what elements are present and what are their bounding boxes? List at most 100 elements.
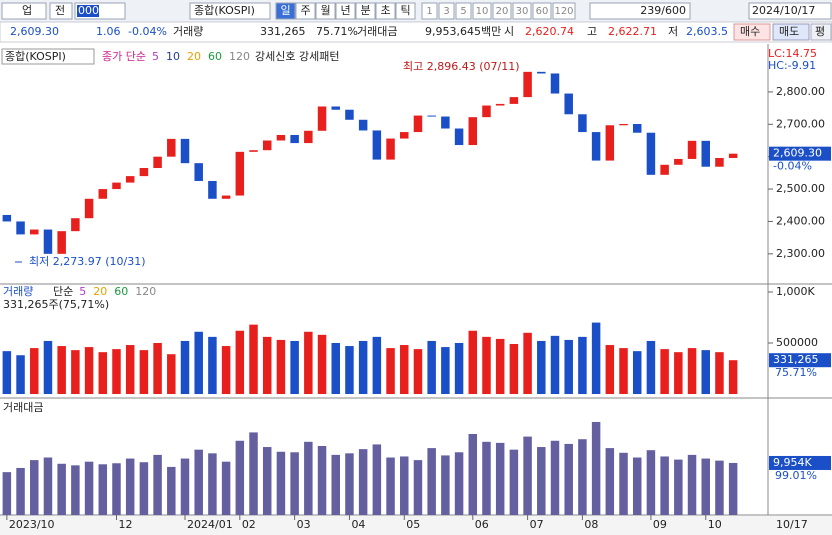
- amount-label: 거래대금: [357, 25, 397, 38]
- interval-button[interactable]: [492, 2, 512, 20]
- market: 업: [22, 4, 32, 17]
- amount-bar: [687, 454, 697, 515]
- candle: [57, 231, 66, 254]
- amount-bar: [153, 454, 162, 515]
- volume-bar: [660, 349, 669, 394]
- period-button[interactable]: [375, 2, 396, 20]
- interval-button[interactable]: [532, 2, 552, 20]
- hc: HC:-9.91: [768, 59, 816, 72]
- candle: [139, 168, 149, 177]
- interval-button[interactable]: [421, 2, 438, 20]
- volume-bar: [194, 331, 203, 394]
- candle: [715, 157, 724, 167]
- candle: [221, 195, 231, 199]
- amount-bar: [84, 461, 94, 515]
- candle: [235, 151, 245, 196]
- amount-bar: [509, 449, 519, 515]
- candle: [2, 214, 12, 222]
- market-select[interactable]: [1, 2, 47, 20]
- volume-bar: [523, 332, 532, 394]
- candle: [153, 156, 162, 169]
- mode-button[interactable]: [49, 2, 73, 20]
- interval-button[interactable]: [438, 2, 455, 20]
- amount-bar: [372, 444, 382, 515]
- avg-button[interactable]: [810, 23, 832, 41]
- x-tick-label: 04: [351, 518, 365, 531]
- candle: [345, 109, 354, 120]
- date-box[interactable]: [748, 2, 832, 20]
- legend-period: 20: [93, 285, 107, 298]
- candle: [509, 97, 519, 104]
- legend-period: 120: [135, 285, 156, 298]
- volume-bar: [57, 346, 66, 394]
- legend-title: 단순: [53, 285, 73, 298]
- volume-bar: [591, 322, 601, 394]
- count-box[interactable]: [589, 2, 691, 20]
- amount-bar: [167, 466, 176, 515]
- volume-bar: [167, 354, 176, 394]
- candle: [167, 138, 176, 157]
- volume-bar: [290, 340, 299, 394]
- candle: [591, 132, 601, 161]
- volume-bar: [30, 348, 39, 394]
- buy-button[interactable]: [733, 23, 771, 41]
- volume-bar: [454, 342, 464, 394]
- period-button[interactable]: [335, 2, 356, 20]
- period-button[interactable]: [395, 2, 416, 20]
- candle: [386, 138, 395, 160]
- candle: [441, 116, 450, 129]
- y-tick-label: 2,800.00: [776, 85, 825, 98]
- period-button[interactable]: [315, 2, 336, 20]
- x-tick-label: 07: [530, 518, 544, 531]
- volume-bar: [317, 334, 327, 394]
- period-button[interactable]: [295, 2, 316, 20]
- period-button[interactable]: [275, 2, 296, 20]
- candle: [578, 114, 587, 133]
- info-bar: [0, 21, 832, 43]
- volume-bar: [345, 346, 354, 394]
- amount-bar: [262, 447, 272, 515]
- amount-bar: [578, 439, 587, 515]
- candle: [249, 150, 258, 152]
- amount: 9,953,645백만: [425, 25, 501, 38]
- candle: [262, 140, 272, 151]
- volume-bar: [495, 338, 505, 394]
- candle: [71, 218, 80, 232]
- amount-bar: [57, 463, 66, 515]
- change-pct: -0.04%: [128, 25, 167, 38]
- last-volume-pct: 75.71%: [775, 366, 817, 379]
- volume-bar: [139, 350, 149, 394]
- x-last: 10/17: [776, 518, 808, 531]
- lc: LC:14.75: [768, 47, 817, 60]
- interval-label: 60: [536, 6, 549, 17]
- interval-button[interactable]: [552, 2, 576, 20]
- last-volume: 331,265: [773, 353, 819, 366]
- sell-button[interactable]: [772, 23, 810, 41]
- candle: [317, 106, 327, 131]
- period-label: 분: [360, 4, 370, 17]
- interval-button[interactable]: [512, 2, 532, 20]
- candle: [619, 123, 628, 126]
- legend-title: 종가 단순: [102, 50, 146, 63]
- amount-bar: [71, 465, 80, 515]
- mode: 전: [55, 4, 65, 17]
- amount-bar: [400, 456, 409, 515]
- candle: [331, 106, 340, 110]
- volume-bar: [674, 352, 683, 394]
- x-tick-label: 10: [708, 518, 722, 531]
- period-button[interactable]: [355, 2, 376, 20]
- candle: [646, 132, 656, 175]
- period-label: 틱: [400, 4, 410, 17]
- legend-period: 120: [229, 50, 250, 63]
- interval-button[interactable]: [455, 2, 472, 20]
- volume-bar: [482, 336, 491, 394]
- candle: [660, 164, 669, 175]
- legend-period: 10: [166, 50, 180, 63]
- x-tick-label: 12: [118, 518, 132, 531]
- amount-bar: [304, 441, 313, 515]
- candle: [112, 182, 121, 190]
- candle: [208, 180, 217, 199]
- volume-bar: [43, 340, 53, 394]
- interval-button[interactable]: [472, 2, 492, 20]
- amount-bar: [235, 440, 245, 515]
